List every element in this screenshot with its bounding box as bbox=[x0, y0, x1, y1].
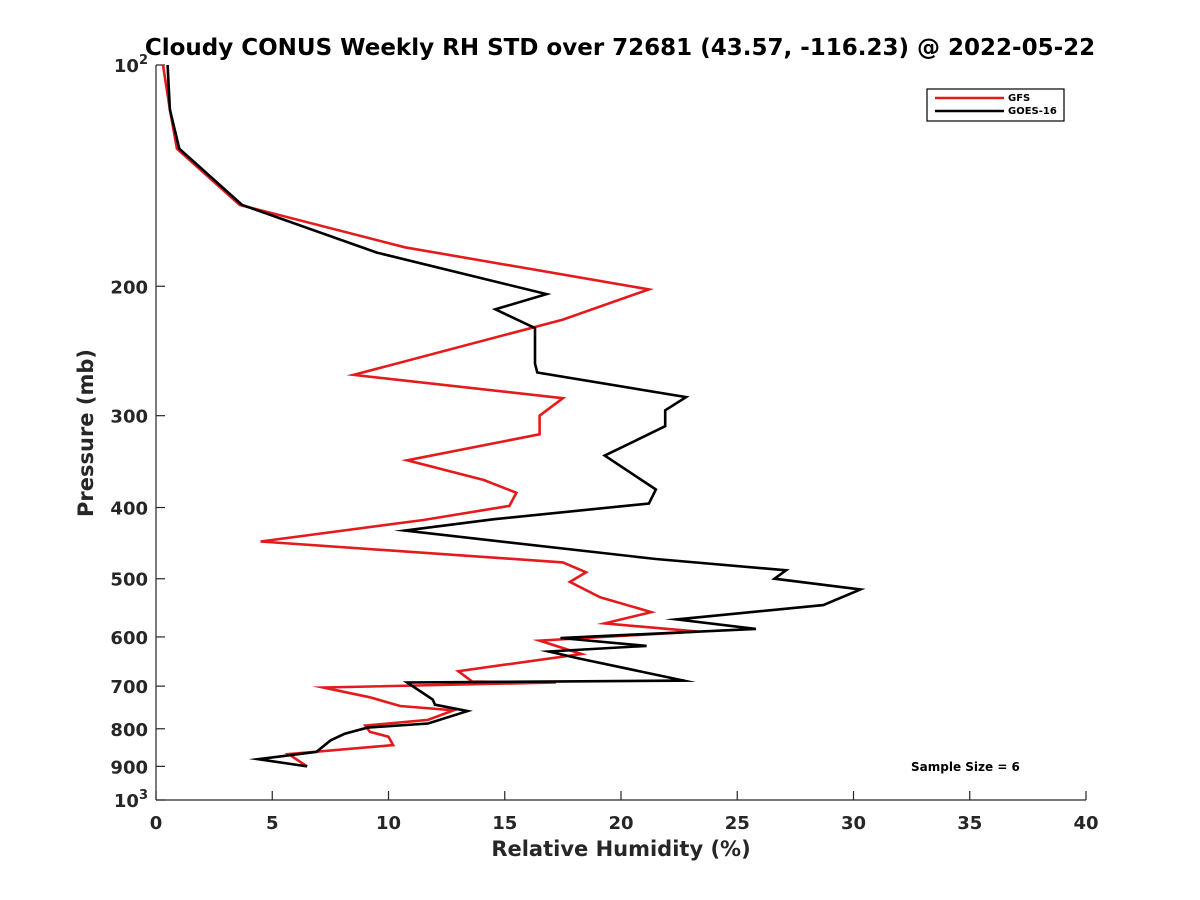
y-tick-label: 300 bbox=[110, 407, 148, 428]
series-line-goes16 bbox=[166, 64, 866, 768]
x-tick-label: 15 bbox=[492, 813, 517, 834]
y-tick-label: 103 bbox=[114, 788, 148, 812]
x-axis-label: Relative Humidity (%) bbox=[491, 837, 750, 861]
y-tick-label: 500 bbox=[110, 570, 148, 591]
y-tick-label-base: 500 bbox=[110, 570, 148, 591]
x-tick-label: 0 bbox=[150, 813, 163, 834]
y-tick-label: 800 bbox=[110, 720, 148, 741]
y-tick-label-base: 300 bbox=[110, 407, 148, 428]
sample-size-annotation: Sample Size = 6 bbox=[911, 760, 1020, 774]
x-tick-label: 5 bbox=[266, 813, 279, 834]
y-tick-label-base: 900 bbox=[110, 757, 148, 778]
x-tick-label: 30 bbox=[841, 813, 866, 834]
y-tick-label-base: 10 bbox=[114, 791, 139, 812]
y-tick-label: 700 bbox=[110, 677, 148, 698]
y-axis-label: Pressure (mb) bbox=[74, 349, 98, 517]
chart-title: Cloudy CONUS Weekly RH STD over 72681 (4… bbox=[145, 35, 1095, 61]
legend: GFS GOES-16 bbox=[926, 88, 1065, 122]
x-ticks: 0 5 10 15 20 25 30 35 40 bbox=[150, 791, 1099, 834]
y-tick-label-base: 800 bbox=[110, 720, 148, 741]
legend-label-goes16: GOES-16 bbox=[1008, 106, 1057, 117]
y-tick-label: 102 bbox=[114, 53, 148, 77]
y-tick-label-exponent: 3 bbox=[139, 788, 148, 803]
x-tick-label: 35 bbox=[957, 813, 982, 834]
x-tick-label: 25 bbox=[725, 813, 750, 834]
x-tick-label: 40 bbox=[1073, 813, 1098, 834]
series-line-gfs bbox=[161, 64, 698, 768]
legend-label-gfs: GFS bbox=[1008, 93, 1030, 104]
y-tick-label-base: 10 bbox=[114, 56, 139, 77]
y-tick-label: 600 bbox=[110, 628, 148, 649]
y-tick-label-base: 200 bbox=[110, 277, 148, 298]
x-tick-label: 20 bbox=[608, 813, 633, 834]
y-tick-label-exponent: 2 bbox=[139, 53, 148, 68]
y-tick-label-base: 600 bbox=[110, 628, 148, 649]
legend-box bbox=[926, 88, 1065, 122]
y-tick-label: 900 bbox=[110, 757, 148, 778]
y-tick-label: 200 bbox=[110, 277, 148, 298]
y-tick-label-base: 400 bbox=[110, 499, 148, 520]
y-tick-label: 400 bbox=[110, 499, 148, 520]
series-layer bbox=[161, 64, 866, 768]
y-tick-label-base: 700 bbox=[110, 677, 148, 698]
x-tick-label: 10 bbox=[376, 813, 401, 834]
